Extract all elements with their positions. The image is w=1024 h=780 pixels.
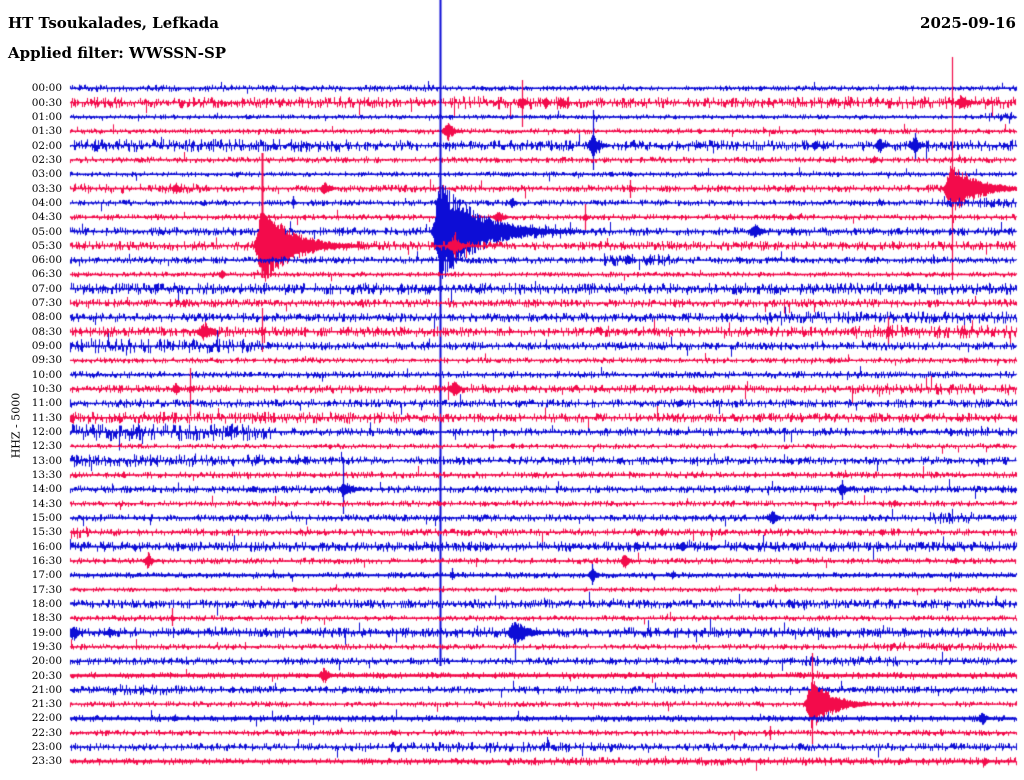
time-label: 13:30: [31, 468, 62, 481]
station-title: HT Tsoukalades, Lefkada: [8, 14, 220, 32]
time-label: 07:00: [31, 282, 62, 295]
time-label: 03:00: [31, 168, 62, 181]
time-label: 00:30: [31, 96, 62, 109]
time-label: 23:00: [31, 741, 62, 754]
time-label: 04:00: [31, 196, 62, 209]
time-label: 11:30: [31, 411, 62, 424]
time-label: 20:00: [31, 655, 62, 668]
time-label: 07:30: [31, 297, 62, 310]
time-label: 17:00: [31, 569, 62, 582]
time-label: 18:00: [31, 597, 62, 610]
time-label: 02:30: [31, 153, 62, 166]
channel-scale-label: HHZ - 5000: [9, 392, 23, 459]
time-label: 16:00: [31, 540, 62, 553]
record-date: 2025-09-16: [920, 14, 1016, 32]
time-label: 21:30: [31, 698, 62, 711]
time-label: 12:30: [31, 440, 62, 453]
time-label: 09:30: [31, 354, 62, 367]
time-label: 09:00: [31, 340, 62, 353]
time-label: 19:30: [31, 640, 62, 653]
time-label: 23:30: [31, 755, 62, 768]
time-label: 00:00: [31, 82, 62, 95]
time-label: 08:00: [31, 311, 62, 324]
time-label: 01:30: [31, 125, 62, 138]
time-label: 10:30: [31, 383, 62, 396]
time-label: 20:30: [31, 669, 62, 682]
time-label: 04:30: [31, 211, 62, 224]
time-label: 05:00: [31, 225, 62, 238]
time-label: 17:30: [31, 583, 62, 596]
time-label: 21:00: [31, 683, 62, 696]
time-label: 15:00: [31, 511, 62, 524]
time-label: 05:30: [31, 239, 62, 252]
time-label: 06:30: [31, 268, 62, 281]
applied-filter-label: Applied filter: WWSSN-SP: [8, 44, 227, 62]
time-label: 19:00: [31, 626, 62, 639]
time-label: 12:00: [31, 426, 62, 439]
time-label: 15:30: [31, 526, 62, 539]
time-label: 01:00: [31, 110, 62, 123]
time-label: 16:30: [31, 554, 62, 567]
time-label: 10:00: [31, 368, 62, 381]
time-label: 22:00: [31, 712, 62, 725]
time-label: 08:30: [31, 325, 62, 338]
time-label: 14:30: [31, 497, 62, 510]
time-label: 02:00: [31, 139, 62, 152]
time-label: 06:00: [31, 254, 62, 267]
time-label: 11:00: [31, 397, 62, 410]
time-label: 14:00: [31, 483, 62, 496]
time-label: 18:30: [31, 612, 62, 625]
time-label: 22:30: [31, 726, 62, 739]
time-label: 13:00: [31, 454, 62, 467]
time-label: 03:30: [31, 182, 62, 195]
